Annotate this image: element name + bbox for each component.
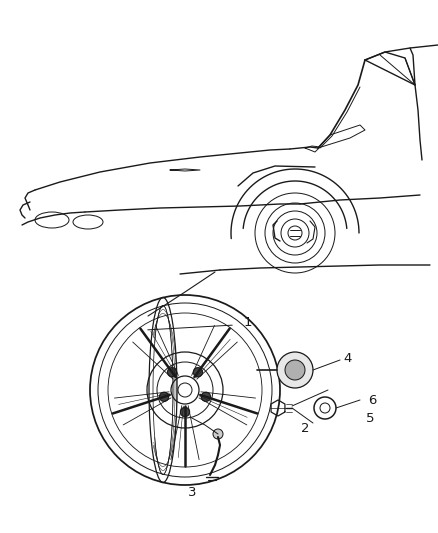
Text: 4: 4 [344, 351, 352, 365]
Circle shape [201, 392, 210, 401]
Circle shape [285, 360, 305, 380]
Text: 5: 5 [366, 411, 374, 424]
Text: 2: 2 [301, 422, 309, 434]
Circle shape [277, 352, 313, 388]
Circle shape [180, 408, 190, 416]
Text: 3: 3 [188, 487, 196, 499]
Circle shape [168, 368, 177, 377]
Circle shape [159, 392, 169, 401]
Text: 1: 1 [244, 316, 252, 328]
Circle shape [194, 368, 202, 377]
Circle shape [213, 429, 223, 439]
Text: 6: 6 [368, 393, 376, 407]
